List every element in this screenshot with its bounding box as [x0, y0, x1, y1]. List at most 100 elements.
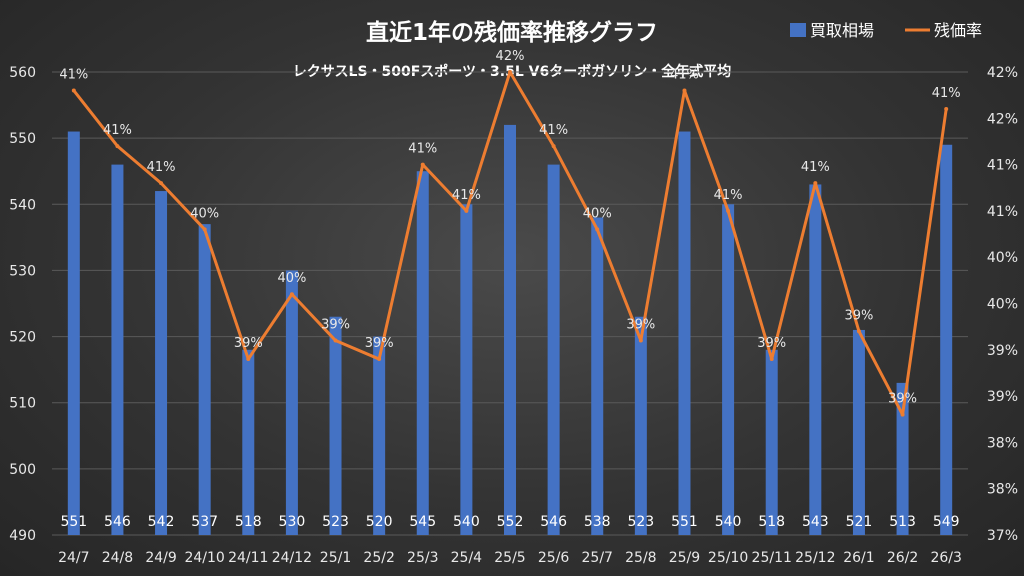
- chart-title: 直近1年の残価率推移グラフ: [366, 19, 658, 46]
- bar-value-label: 543: [802, 514, 829, 530]
- bar-value-label: 513: [889, 514, 916, 530]
- bar: [373, 336, 386, 535]
- line-value-label: 40%: [583, 206, 612, 221]
- line-point: [202, 227, 207, 232]
- line-point: [726, 208, 731, 213]
- line-value-label: 41%: [714, 188, 743, 203]
- x-tick-label: 24/11: [228, 550, 268, 566]
- line-point: [595, 227, 600, 232]
- line-value-label: 41%: [408, 142, 437, 157]
- line-value-label: 41%: [932, 86, 961, 101]
- x-tick-label: 25/8: [625, 550, 656, 566]
- line-point: [246, 357, 251, 362]
- line-value-label: 41%: [539, 123, 568, 138]
- bar: [329, 316, 342, 535]
- line-point: [813, 181, 818, 186]
- bar-value-label: 546: [104, 514, 131, 530]
- bar: [416, 171, 429, 535]
- line-value-label: 39%: [757, 336, 786, 351]
- bar-value-label: 520: [366, 514, 393, 530]
- right-tick-label: 39%: [987, 343, 1018, 359]
- bar-series: 551 546 542 537 518 530 523 520 545 540 552 546 538 5…: [60, 124, 960, 536]
- left-tick-label: 540: [9, 197, 36, 213]
- legend-bar-swatch: [790, 23, 806, 37]
- line-value-label: 40%: [190, 206, 219, 221]
- legend-line-label: 残価率: [934, 21, 982, 40]
- line-value-label: 41%: [670, 68, 699, 83]
- bar: [285, 270, 298, 535]
- line-value-label: 41%: [452, 188, 481, 203]
- right-tick-label: 41%: [987, 158, 1018, 174]
- x-tick-label: 25/7: [582, 550, 613, 566]
- x-tick-label: 26/1: [843, 550, 874, 566]
- bar: [111, 164, 124, 535]
- bar: [722, 204, 735, 536]
- line-value-label: 40%: [277, 271, 306, 286]
- line-series: 41% 41% 41% 40% 39% 40% 39% 39% 41% 41% 42% 41% 40% 3…: [59, 49, 961, 417]
- bar: [67, 131, 80, 535]
- bar-value-label: 518: [758, 514, 785, 530]
- right-axis: 37% 38% 38% 39% 39% 40% 40% 41% 41% 42% 42%: [987, 65, 1018, 544]
- bar-value-label: 518: [235, 514, 262, 530]
- right-tick-label: 40%: [987, 250, 1018, 266]
- right-tick-label: 42%: [987, 111, 1018, 127]
- bar-value-label: 552: [497, 514, 524, 530]
- left-tick-label: 520: [9, 330, 36, 346]
- line-point: [115, 144, 120, 149]
- line-value-label: 39%: [365, 336, 394, 351]
- x-tick-label: 25/4: [451, 550, 483, 566]
- x-tick-label: 24/12: [272, 550, 312, 566]
- line-point: [638, 338, 643, 343]
- line-point: [420, 162, 425, 167]
- bar-value-label: 538: [584, 514, 611, 530]
- x-tick-label: 24/8: [102, 550, 133, 566]
- line-value-label: 41%: [103, 123, 132, 138]
- line-point: [289, 292, 294, 297]
- left-tick-label: 560: [9, 65, 36, 81]
- x-tick-label: 24/10: [184, 550, 224, 566]
- x-tick-label: 25/10: [708, 550, 748, 566]
- line-point: [944, 107, 949, 112]
- x-axis: 24/7 24/8 24/9 24/10 24/11 24/12 25/1 25/2 25/3 2…: [58, 550, 962, 566]
- bar-value-label: 540: [453, 514, 480, 530]
- bar: [591, 217, 604, 535]
- line-point: [682, 88, 687, 93]
- bar-value-label: 546: [540, 514, 567, 530]
- bar: [460, 204, 473, 536]
- legend-bar-label: 買取相場: [810, 21, 874, 40]
- left-tick-label: 550: [9, 131, 36, 147]
- right-tick-label: 42%: [987, 65, 1018, 81]
- left-tick-label: 510: [9, 396, 36, 412]
- line-value-label: 41%: [801, 160, 830, 175]
- bar: [504, 124, 516, 536]
- left-axis: 490 500 510 520 530 540 550 560: [9, 65, 36, 544]
- x-tick-label: 25/1: [320, 550, 351, 566]
- bar: [940, 144, 953, 535]
- line-value-label: 39%: [844, 308, 873, 323]
- bar-value-label: 523: [627, 514, 654, 530]
- x-tick-label: 24/9: [145, 550, 176, 566]
- line-value-label: 41%: [59, 68, 88, 83]
- bar-value-label: 551: [671, 514, 698, 530]
- left-tick-label: 490: [9, 528, 36, 544]
- bar: [198, 224, 211, 535]
- bar: [547, 164, 560, 535]
- line-point: [333, 338, 338, 343]
- right-tick-label: 37%: [987, 528, 1018, 544]
- bar-value-label: 540: [715, 514, 742, 530]
- bar: [852, 329, 865, 535]
- line-point: [551, 144, 556, 149]
- bar-value-label: 551: [60, 514, 87, 530]
- x-tick-label: 26/2: [887, 550, 918, 566]
- bar-value-label: 530: [279, 514, 306, 530]
- bar-value-label: 542: [148, 514, 175, 530]
- right-tick-label: 39%: [987, 389, 1018, 405]
- x-tick-label: 25/9: [669, 550, 700, 566]
- bar: [155, 191, 168, 536]
- line-point: [508, 70, 512, 74]
- right-tick-label: 41%: [987, 204, 1018, 220]
- line-point: [856, 329, 861, 334]
- line-point: [900, 412, 905, 417]
- legend: 買取相場 残価率: [790, 21, 982, 40]
